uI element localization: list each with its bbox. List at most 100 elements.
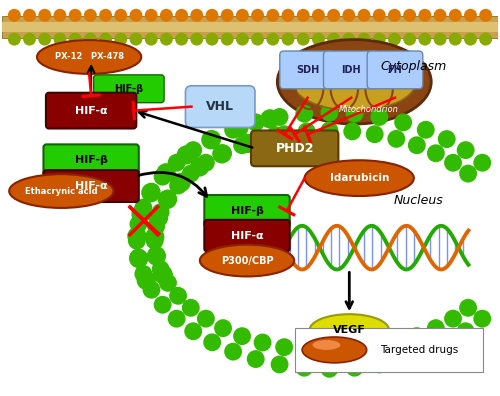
Circle shape xyxy=(394,113,412,131)
Circle shape xyxy=(320,342,338,360)
FancyBboxPatch shape xyxy=(204,195,290,227)
Circle shape xyxy=(320,360,338,378)
Circle shape xyxy=(408,327,426,345)
Circle shape xyxy=(190,158,208,176)
Circle shape xyxy=(214,319,232,337)
Circle shape xyxy=(254,333,272,352)
Circle shape xyxy=(159,274,177,292)
Circle shape xyxy=(38,32,51,46)
Circle shape xyxy=(346,105,364,123)
Circle shape xyxy=(366,125,384,143)
Circle shape xyxy=(154,296,172,314)
Circle shape xyxy=(159,190,177,208)
Circle shape xyxy=(373,9,386,22)
Circle shape xyxy=(23,32,36,46)
Circle shape xyxy=(197,154,215,172)
Circle shape xyxy=(130,9,142,22)
Circle shape xyxy=(236,32,249,46)
Circle shape xyxy=(298,341,316,359)
Circle shape xyxy=(236,9,249,22)
Text: HIF-β: HIF-β xyxy=(230,206,264,216)
Text: HIF-α: HIF-α xyxy=(75,181,108,191)
Circle shape xyxy=(479,32,492,46)
Circle shape xyxy=(178,146,195,164)
Circle shape xyxy=(206,32,218,46)
FancyBboxPatch shape xyxy=(294,328,484,372)
Circle shape xyxy=(144,9,158,22)
Circle shape xyxy=(134,199,152,217)
Circle shape xyxy=(54,32,66,46)
Circle shape xyxy=(270,356,288,373)
Circle shape xyxy=(169,177,187,194)
Circle shape xyxy=(190,9,203,22)
Circle shape xyxy=(220,9,234,22)
Text: HIF-β: HIF-β xyxy=(74,155,108,165)
Circle shape xyxy=(266,9,280,22)
Circle shape xyxy=(327,32,340,46)
Text: Ethacrynic acid: Ethacrynic acid xyxy=(25,187,98,196)
Circle shape xyxy=(214,144,232,162)
Circle shape xyxy=(296,105,313,123)
Circle shape xyxy=(134,265,152,283)
FancyBboxPatch shape xyxy=(251,130,338,166)
Circle shape xyxy=(168,154,186,171)
Circle shape xyxy=(230,119,248,137)
FancyBboxPatch shape xyxy=(94,75,164,103)
FancyBboxPatch shape xyxy=(280,51,336,89)
Text: Nucleus: Nucleus xyxy=(394,194,444,208)
Circle shape xyxy=(464,32,477,46)
Text: VEGF: VEGF xyxy=(333,325,366,335)
Circle shape xyxy=(224,343,242,361)
Circle shape xyxy=(282,32,294,46)
Circle shape xyxy=(388,32,401,46)
Circle shape xyxy=(358,32,370,46)
Text: SDH: SDH xyxy=(296,65,319,75)
Circle shape xyxy=(464,9,477,22)
Circle shape xyxy=(276,338,293,356)
Circle shape xyxy=(449,32,462,46)
Circle shape xyxy=(172,173,190,191)
Circle shape xyxy=(184,141,202,159)
Circle shape xyxy=(147,217,165,235)
Circle shape xyxy=(233,327,251,345)
Circle shape xyxy=(130,215,148,233)
Circle shape xyxy=(251,32,264,46)
Circle shape xyxy=(438,130,456,148)
FancyBboxPatch shape xyxy=(44,145,139,176)
Ellipse shape xyxy=(292,53,416,110)
Ellipse shape xyxy=(304,160,414,196)
Circle shape xyxy=(479,9,492,22)
Text: PHD2: PHD2 xyxy=(276,142,314,155)
Circle shape xyxy=(394,350,412,368)
Circle shape xyxy=(320,104,338,122)
Circle shape xyxy=(99,9,112,22)
Circle shape xyxy=(203,130,221,148)
Circle shape xyxy=(474,310,491,327)
Circle shape xyxy=(197,310,215,327)
Circle shape xyxy=(182,299,200,317)
Circle shape xyxy=(366,338,384,356)
Circle shape xyxy=(84,32,97,46)
Circle shape xyxy=(238,134,256,152)
Circle shape xyxy=(344,341,361,359)
Text: FH: FH xyxy=(388,65,402,75)
Circle shape xyxy=(247,113,264,131)
Circle shape xyxy=(320,122,338,139)
Circle shape xyxy=(408,136,426,154)
Circle shape xyxy=(146,228,164,246)
Circle shape xyxy=(184,322,202,340)
Circle shape xyxy=(152,260,170,278)
Circle shape xyxy=(358,9,370,22)
Circle shape xyxy=(403,32,416,46)
Circle shape xyxy=(138,271,155,289)
Circle shape xyxy=(388,9,401,22)
Circle shape xyxy=(297,9,310,22)
Circle shape xyxy=(444,154,462,172)
Circle shape xyxy=(157,164,175,182)
Text: HIF-β: HIF-β xyxy=(114,84,144,94)
Circle shape xyxy=(130,248,148,267)
Circle shape xyxy=(144,32,158,46)
Ellipse shape xyxy=(200,245,294,276)
Circle shape xyxy=(147,246,165,264)
Circle shape xyxy=(312,9,325,22)
